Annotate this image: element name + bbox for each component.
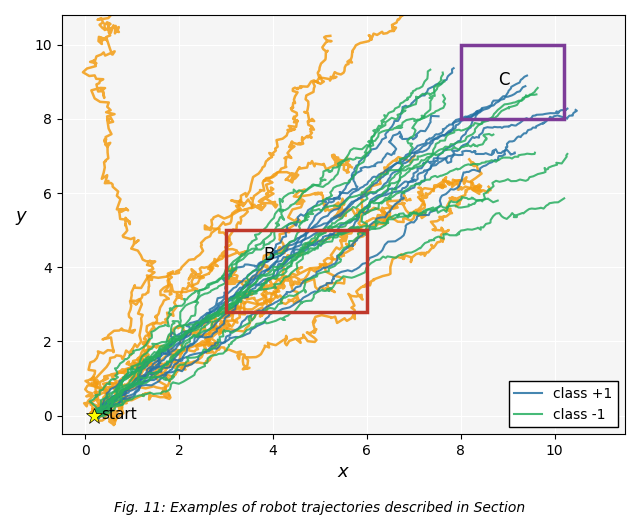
- X-axis label: x: x: [338, 463, 349, 481]
- class +1: [522, 83, 529, 89]
- class -1: [211, 260, 219, 266]
- class -1: [463, 141, 471, 147]
- class -1: [474, 142, 482, 148]
- class +1: [495, 99, 502, 105]
- class -1: [273, 202, 281, 208]
- class +1: [101, 402, 109, 408]
- Line: class -1: class -1: [88, 155, 352, 413]
- class -1: [335, 160, 342, 166]
- class +1: [90, 412, 97, 418]
- class -1: [132, 347, 140, 353]
- class -1: [490, 131, 497, 138]
- Y-axis label: y: y: [15, 206, 26, 224]
- Text: B: B: [264, 246, 275, 264]
- class +1: [477, 108, 485, 114]
- Legend: class +1, class -1: class +1, class -1: [509, 381, 618, 427]
- class -1: [163, 316, 171, 322]
- Text: C: C: [498, 71, 509, 89]
- class -1: [93, 393, 101, 400]
- class -1: [348, 164, 356, 171]
- class -1: [90, 413, 97, 419]
- class +1: [154, 351, 161, 357]
- Line: class -1: class -1: [90, 134, 493, 416]
- class -1: [125, 314, 133, 320]
- class -1: [87, 409, 95, 416]
- class -1: [241, 201, 249, 207]
- class -1: [330, 152, 338, 158]
- class -1: [485, 131, 493, 137]
- Text: start: start: [102, 407, 137, 422]
- Bar: [226, 230, 367, 312]
- Text: Fig. 11: Examples of robot trajectories described in Section: Fig. 11: Examples of robot trajectories …: [115, 501, 525, 515]
- Bar: [461, 44, 564, 119]
- class +1: [190, 324, 198, 330]
- class +1: [109, 397, 116, 403]
- class -1: [208, 267, 216, 273]
- Line: class +1: class +1: [93, 86, 525, 415]
- class -1: [96, 391, 104, 398]
